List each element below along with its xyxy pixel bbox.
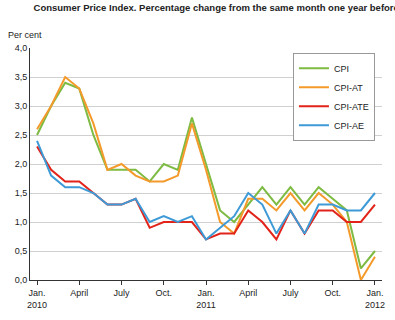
svg-text:July: July [282, 288, 299, 298]
svg-text:Oct.: Oct. [324, 288, 341, 298]
svg-text:1,0: 1,0 [15, 217, 28, 227]
svg-text:CPI: CPI [334, 64, 349, 74]
svg-text:CPI-AT: CPI-AT [334, 83, 363, 93]
svg-text:Per cent: Per cent [8, 30, 42, 40]
svg-text:CPI-ATE: CPI-ATE [334, 102, 369, 112]
svg-text:3,0: 3,0 [15, 101, 28, 111]
svg-text:Jan.2010: Jan.2010 [27, 288, 47, 310]
svg-text:July: July [114, 288, 131, 298]
svg-text:Jan.2012: Jan.2012 [365, 288, 385, 310]
svg-text:Consumer Price Index. Percenta: Consumer Price Index. Percentage change … [34, 2, 395, 13]
svg-text:Jan.2011: Jan.2011 [196, 288, 215, 310]
svg-text:2,0: 2,0 [15, 159, 28, 169]
svg-text:April: April [239, 288, 257, 298]
svg-text:1,5: 1,5 [15, 188, 28, 198]
svg-text:April: April [70, 288, 88, 298]
svg-text:2,5: 2,5 [15, 130, 28, 140]
svg-text:3,5: 3,5 [15, 72, 28, 82]
svg-text:0,5: 0,5 [15, 246, 28, 256]
svg-text:4,0: 4,0 [15, 43, 28, 53]
svg-text:Oct.: Oct. [156, 288, 173, 298]
svg-text:0,0: 0,0 [15, 275, 28, 285]
svg-text:CPI-AE: CPI-AE [334, 121, 364, 131]
